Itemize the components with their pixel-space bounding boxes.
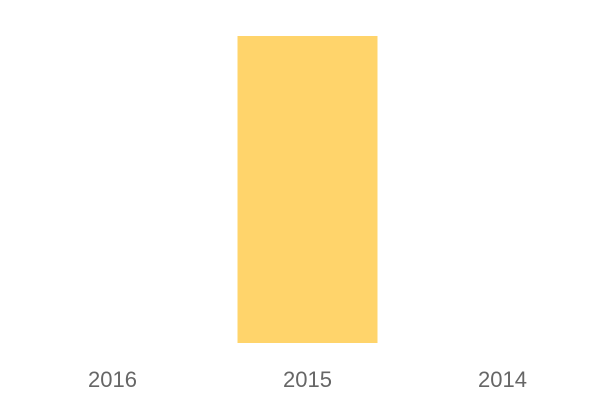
x-tick-label: 2014: [478, 367, 527, 392]
x-tick-label: 2016: [88, 367, 137, 392]
x-axis-ticks: 2016 2015 2014: [88, 367, 527, 392]
x-tick-label: 2015: [283, 367, 332, 392]
bar-2015: [237, 36, 378, 343]
bars: [237, 36, 378, 343]
